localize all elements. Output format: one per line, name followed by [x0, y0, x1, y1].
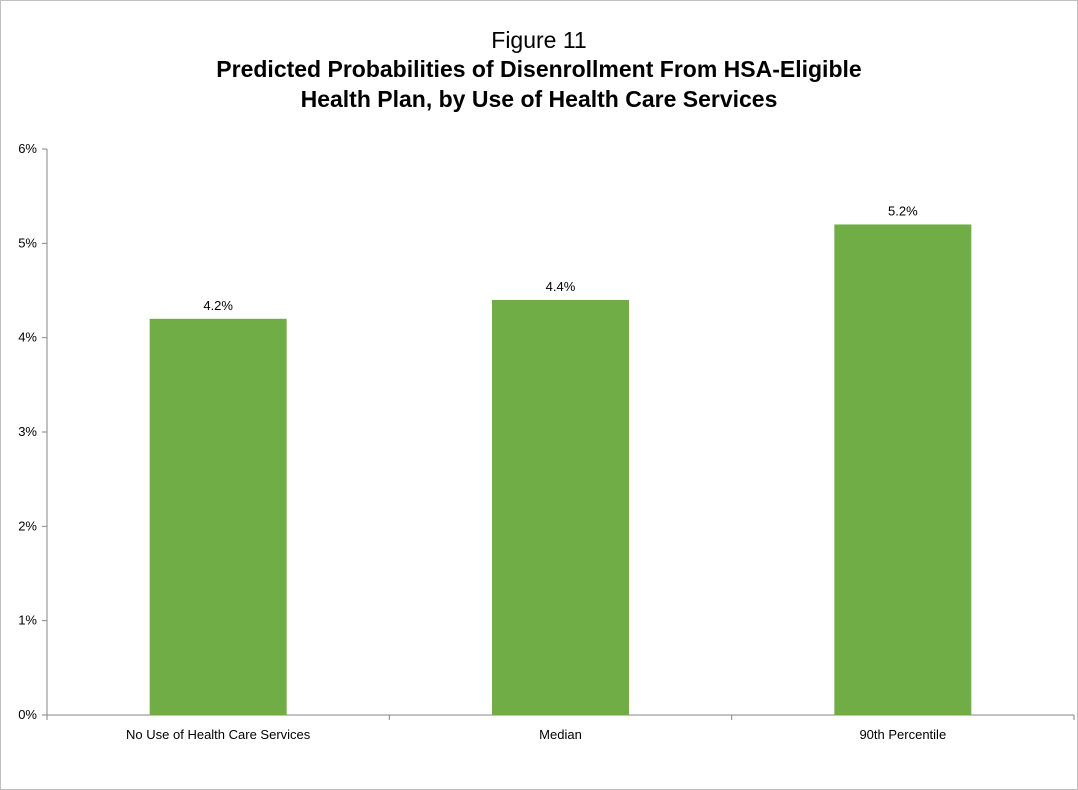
y-tick-label: 1% — [18, 613, 37, 628]
y-tick-label: 2% — [18, 518, 37, 533]
bar — [834, 224, 972, 715]
bar — [149, 318, 287, 715]
y-tick-label: 4% — [18, 330, 37, 345]
x-tick-label: 90th Percentile — [859, 727, 946, 742]
bar-value-label: 4.4% — [546, 279, 576, 294]
y-tick-label: 3% — [18, 424, 37, 439]
bar — [492, 299, 629, 715]
title-block: Figure 11 Predicted Probabilities of Dis… — [0, 26, 1078, 114]
bar-value-label: 5.2% — [888, 203, 918, 218]
chart-title-line-2: Health Plan, by Use of Health Care Servi… — [300, 86, 778, 112]
chart-title-line-1: Predicted Probabilities of Disenrollment… — [216, 56, 862, 82]
x-tick-label: Median — [539, 727, 582, 742]
bar-value-label: 4.2% — [203, 298, 233, 313]
y-tick-label: 5% — [18, 235, 37, 250]
y-tick-label: 0% — [18, 707, 37, 722]
y-tick-label: 6% — [18, 141, 37, 156]
figure-label: Figure 11 — [491, 27, 587, 53]
x-tick-label: No Use of Health Care Services — [126, 727, 311, 742]
